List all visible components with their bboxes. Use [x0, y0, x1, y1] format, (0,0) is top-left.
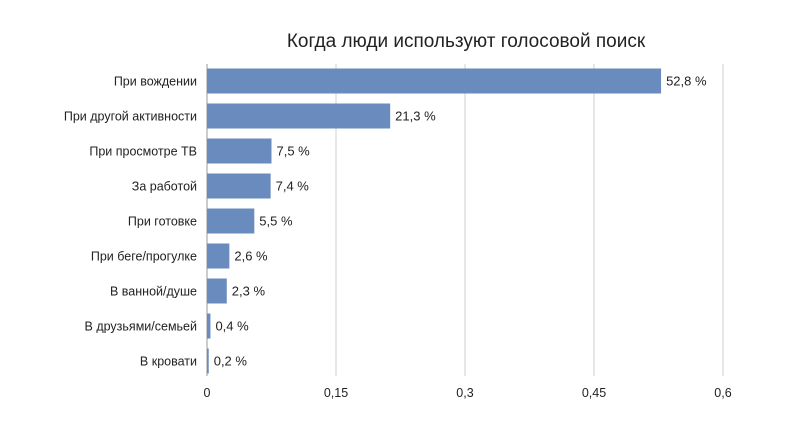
data-label: 52,8 %	[666, 74, 707, 89]
x-tick-label: 0,45	[582, 386, 606, 400]
category-label: При другой активности	[64, 110, 197, 124]
category-label: При вождении	[114, 75, 197, 89]
bar	[207, 208, 255, 234]
bar	[207, 243, 230, 269]
data-label: 2,6 %	[234, 249, 268, 264]
data-label: 0,2 %	[214, 354, 248, 369]
x-tick-label: 0,15	[324, 386, 348, 400]
category-labels: При вождении При другой активности При про…	[64, 75, 197, 369]
category-label: При беге/прогулке	[91, 250, 197, 264]
value-labels: 52,8 % 21,3 % 7,5 % 7,4 % 5,5 % 2,6 % 2,3 % 0,4…	[214, 74, 707, 369]
x-tick-label: 0,3	[456, 386, 473, 400]
bar	[207, 68, 662, 94]
x-tick-label: 0,6	[714, 386, 731, 400]
bar	[207, 138, 272, 164]
bar	[207, 313, 211, 339]
category-label: За работой	[132, 180, 197, 194]
data-label: 5,5 %	[259, 214, 293, 229]
data-label: 2,3 %	[232, 284, 266, 299]
bar	[207, 173, 271, 199]
x-axis-tick-labels: 0 0,15 0,3 0,45 0,6	[204, 386, 732, 400]
data-label: 21,3 %	[395, 109, 436, 124]
bars	[207, 68, 662, 374]
category-label: При готовке	[128, 215, 197, 229]
category-label: В друзьями/семьей	[85, 320, 197, 334]
data-label: 0,4 %	[215, 319, 249, 334]
bar	[207, 103, 391, 129]
chart-title: Когда люди используют голосовой поиск	[287, 31, 646, 52]
category-label: В кровати	[140, 355, 197, 369]
bar	[207, 348, 209, 374]
x-tick-label: 0	[204, 386, 211, 400]
category-label: При просмотре ТВ	[89, 145, 197, 159]
data-label: 7,4 %	[276, 179, 310, 194]
bar	[207, 278, 227, 304]
category-label: В ванной/душе	[110, 285, 197, 299]
data-label: 7,5 %	[277, 144, 311, 159]
